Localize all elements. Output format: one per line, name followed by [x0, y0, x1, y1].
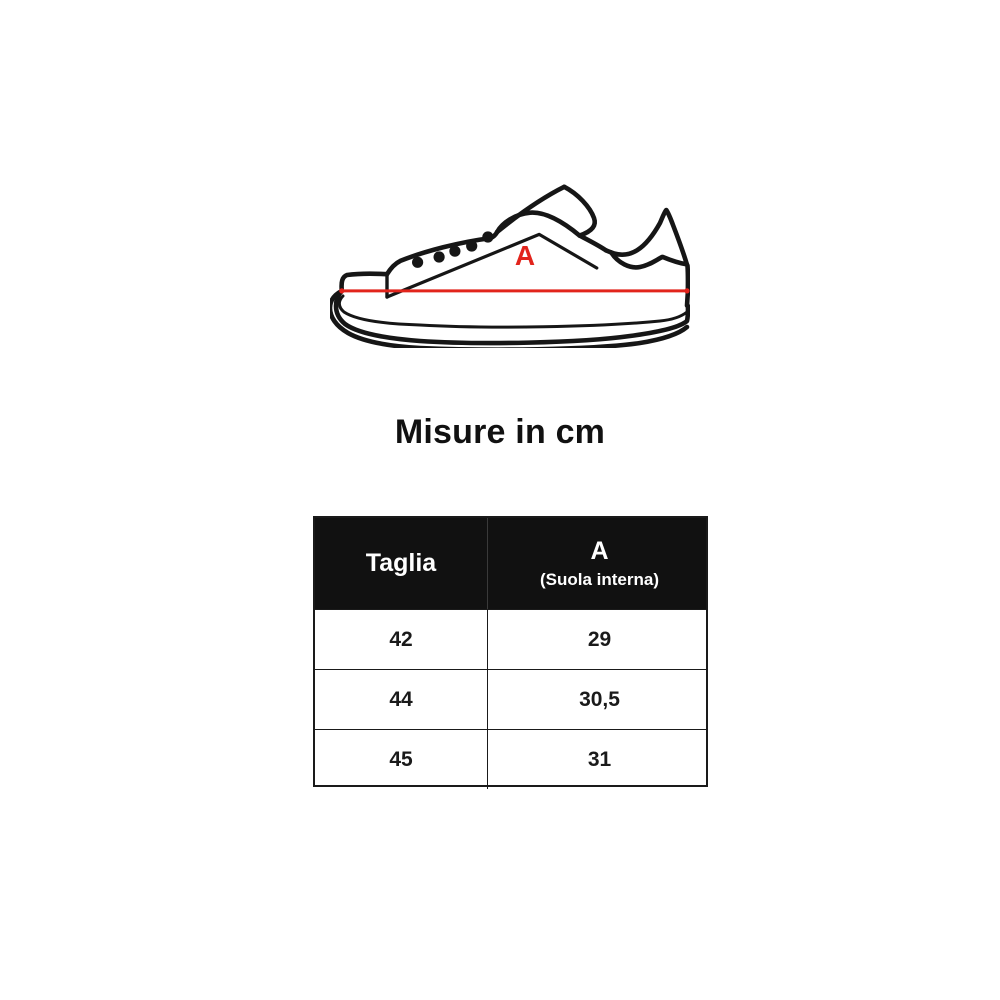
svg-text:A: A	[515, 240, 535, 271]
